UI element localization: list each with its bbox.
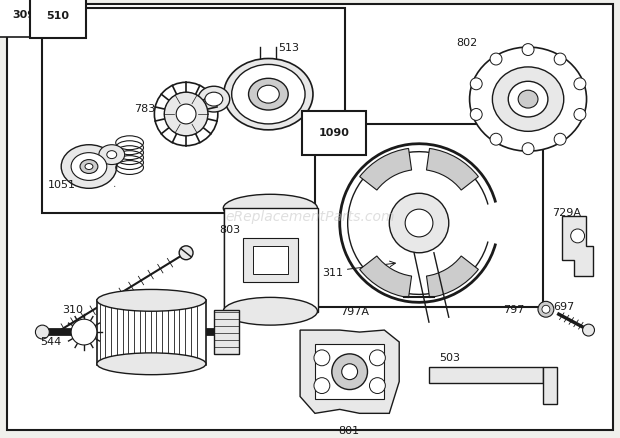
Polygon shape [315, 344, 384, 399]
Wedge shape [360, 256, 412, 298]
Ellipse shape [97, 353, 206, 374]
Text: 510: 510 [46, 11, 69, 21]
Circle shape [574, 109, 586, 120]
Text: 729A: 729A [552, 208, 581, 218]
Text: 310: 310 [62, 305, 83, 315]
Circle shape [490, 53, 502, 65]
Text: 797: 797 [503, 305, 525, 315]
Ellipse shape [85, 163, 93, 170]
Circle shape [538, 301, 554, 317]
Circle shape [71, 319, 97, 345]
Circle shape [574, 78, 586, 90]
Text: 503: 503 [439, 353, 460, 363]
Circle shape [342, 364, 358, 380]
Text: 309: 309 [12, 10, 36, 20]
Text: 544: 544 [40, 337, 61, 347]
Ellipse shape [492, 67, 564, 131]
Ellipse shape [61, 145, 117, 188]
Ellipse shape [469, 47, 587, 151]
Bar [97, 300, 206, 365]
Text: 1051: 1051 [48, 180, 76, 191]
Ellipse shape [71, 153, 107, 180]
Bar [543, 367, 557, 404]
Polygon shape [300, 330, 399, 413]
Circle shape [554, 133, 566, 145]
Ellipse shape [80, 159, 98, 173]
Text: 697: 697 [553, 302, 574, 312]
Bar [429, 367, 543, 383]
Wedge shape [360, 148, 412, 190]
Circle shape [471, 78, 482, 90]
Bar [214, 310, 239, 354]
Ellipse shape [223, 297, 317, 325]
Circle shape [370, 350, 386, 366]
Ellipse shape [508, 81, 548, 117]
Circle shape [154, 82, 218, 146]
Circle shape [405, 209, 433, 237]
Circle shape [554, 53, 566, 65]
Text: 311: 311 [322, 268, 343, 278]
Ellipse shape [99, 145, 125, 165]
Text: 797A: 797A [340, 307, 369, 317]
Wedge shape [427, 256, 479, 298]
Circle shape [370, 378, 386, 393]
Circle shape [522, 143, 534, 155]
Text: 783: 783 [135, 104, 156, 114]
Text: eReplacementParts.com: eReplacementParts.com [225, 210, 395, 224]
Bar [252, 246, 288, 274]
Ellipse shape [198, 86, 230, 112]
Text: 801: 801 [338, 426, 359, 436]
Circle shape [179, 246, 193, 260]
Circle shape [490, 133, 502, 145]
Ellipse shape [107, 151, 117, 159]
Ellipse shape [97, 290, 206, 311]
Circle shape [583, 324, 595, 336]
Text: 1090: 1090 [319, 128, 350, 138]
Circle shape [314, 378, 330, 393]
Wedge shape [427, 148, 479, 190]
Bar [242, 238, 298, 282]
Ellipse shape [224, 59, 313, 130]
Polygon shape [562, 216, 593, 276]
Ellipse shape [257, 85, 279, 103]
Ellipse shape [223, 194, 317, 222]
Text: 802: 802 [457, 38, 478, 48]
Circle shape [332, 354, 368, 389]
Bar [224, 208, 318, 312]
Circle shape [471, 109, 482, 120]
Circle shape [522, 44, 534, 56]
Text: 513: 513 [278, 42, 299, 53]
Circle shape [542, 305, 550, 313]
Ellipse shape [518, 90, 538, 108]
Ellipse shape [249, 78, 288, 110]
Circle shape [342, 364, 358, 380]
Circle shape [389, 193, 449, 253]
Circle shape [164, 92, 208, 136]
Circle shape [570, 229, 585, 243]
Ellipse shape [232, 64, 305, 124]
Circle shape [314, 350, 330, 366]
Ellipse shape [205, 92, 223, 106]
Bar [42, 8, 345, 213]
Bar [315, 124, 543, 307]
Text: 803: 803 [219, 225, 240, 235]
Circle shape [35, 325, 50, 339]
Circle shape [176, 104, 196, 124]
